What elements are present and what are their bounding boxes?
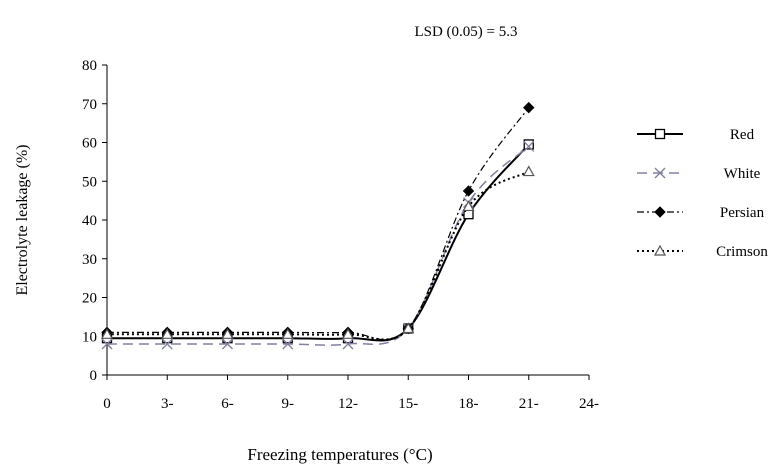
- legend-marker-white: [654, 167, 666, 179]
- legend: Red White Persian Crimson: [637, 127, 768, 260]
- data-point-white: [222, 338, 233, 350]
- data-point-white: [342, 338, 354, 350]
- series-line-white: [106, 145, 530, 346]
- y-tick-label: 80: [82, 58, 97, 74]
- legend-label-white: White: [724, 166, 761, 182]
- y-tick-label: 20: [82, 291, 97, 307]
- y-tick-label: 40: [82, 213, 97, 229]
- lsd-annotation: LSD (0.05) = 5.3: [414, 24, 517, 40]
- data-point-crimson: [341, 328, 355, 339]
- x-axis-label: Freezing temperatures (°C): [247, 445, 432, 464]
- axes: 0 3- 6- 9- 12- 15- 18- 21- 24- 0 10 20 30 40 50 60 70 80: [82, 58, 599, 412]
- series-white: [101, 140, 535, 350]
- data-point-crimson: [281, 328, 294, 339]
- y-tick-label: 60: [82, 136, 97, 152]
- data-point-red: [523, 139, 534, 150]
- y-tick-label: 30: [82, 252, 97, 268]
- x-tick-label: 6-: [221, 396, 234, 412]
- legend-marker-persian: [654, 206, 666, 218]
- legend-label-persian: Persian: [720, 205, 765, 221]
- x-tick-label: 12-: [338, 396, 358, 412]
- y-axis-label: Electrolyte leakage (%): [14, 144, 31, 295]
- data-point-white: [282, 338, 294, 350]
- data-point-crimson: [221, 328, 234, 339]
- plot-area: [100, 101, 535, 350]
- series-red: [101, 139, 534, 344]
- data-point-crimson: [402, 322, 415, 334]
- x-tick-label: 21-: [519, 396, 539, 412]
- legend-item-red: Red: [637, 127, 755, 143]
- data-point-white: [161, 338, 173, 350]
- x-tick-label: 0: [103, 396, 111, 412]
- data-point-persian: [523, 101, 535, 114]
- series-line-persian: [106, 107, 530, 341]
- legend-item-persian: Persian: [637, 205, 765, 221]
- y-tick-label: 50: [82, 174, 97, 190]
- x-tick-label: 24-: [579, 396, 599, 412]
- data-point-white: [101, 338, 113, 350]
- legend-marker-crimson: [653, 244, 667, 256]
- series-line-crimson: [107, 170, 530, 341]
- data-point-persian: [462, 185, 475, 197]
- series-crimson: [100, 165, 535, 341]
- series-persian: [101, 101, 535, 341]
- legend-item-white: White: [637, 166, 761, 182]
- legend-label-crimson: Crimson: [716, 244, 768, 260]
- data-point-crimson: [462, 200, 475, 212]
- x-tick-label: 18-: [459, 396, 479, 412]
- y-tick-label: 0: [90, 368, 98, 384]
- x-tick-label: 15-: [398, 396, 418, 412]
- data-point-crimson: [100, 328, 114, 339]
- legend-item-crimson: Crimson: [637, 244, 768, 260]
- y-tick-label: 10: [82, 329, 97, 345]
- series-line-red: [107, 143, 530, 342]
- y-tick-label: 70: [82, 97, 97, 113]
- data-point-white: [523, 140, 535, 152]
- x-tick-label: 3-: [161, 396, 174, 412]
- legend-label-red: Red: [730, 127, 755, 143]
- data-point-crimson: [522, 165, 535, 177]
- legend-marker-red: [654, 128, 666, 140]
- x-tick-label: 9-: [282, 396, 295, 412]
- data-point-crimson: [161, 328, 174, 339]
